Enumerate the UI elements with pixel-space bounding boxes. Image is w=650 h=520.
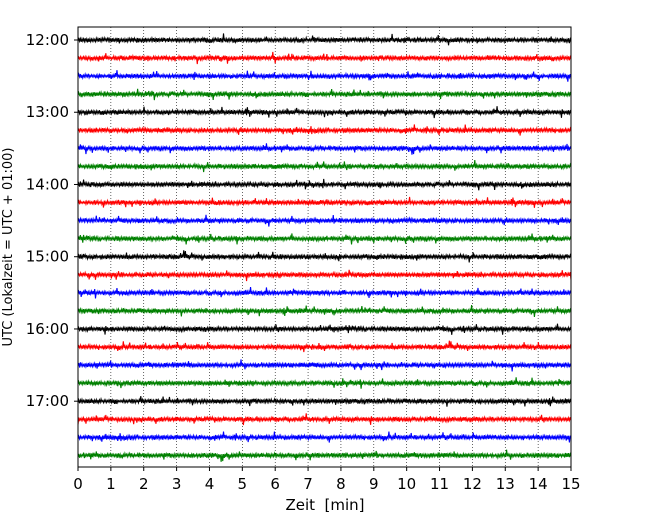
trace-1230 [77,70,572,82]
trace-1330 [77,143,572,155]
x-axis-label: Zeit [min] [285,496,364,514]
trace-1445 [77,233,572,245]
x-tick-label: 1 [106,475,116,493]
x-tick-label: 6 [270,475,280,493]
x-tick-label: 12 [463,475,482,493]
y-tick-label: 13:00 [26,103,69,121]
trace-1700 [77,396,572,407]
trace-1615 [77,340,572,353]
trace-1745 [77,449,572,462]
trace-1415 [77,196,572,208]
plot-frame [77,26,572,468]
x-tick-label: 9 [369,475,379,493]
x-tick-label: 13 [496,475,515,493]
trace-1530 [77,286,572,299]
trace-1400 [77,178,572,191]
x-tick-label: 8 [336,475,346,493]
trace-1715 [77,413,572,426]
x-tick-label: 15 [561,475,580,493]
x-tick-label: 11 [430,475,449,493]
y-axis-ticks: 12:00 13:00 14:00 15:00 16:00 17:00 [26,31,78,410]
trace-1300 [77,106,572,119]
x-tick-label: 2 [139,475,149,493]
trace-1430 [77,214,572,227]
x-tick-label: 14 [529,475,548,493]
trace-1730 [77,431,572,443]
x-tick-label: 7 [303,475,313,493]
trace-1600 [77,323,572,335]
trace-1200 [77,33,572,46]
trace-1645 [77,377,572,389]
x-tick-label: 0 [73,475,83,493]
x-tick-label: 10 [397,475,416,493]
trace-1215 [77,51,572,65]
y-axis-label: UTC (Lokalzeit = UTC + 01:00) [1,148,16,347]
trace-1515 [77,269,572,282]
trace-1500 [77,250,572,263]
trace-1545 [77,305,572,317]
x-axis-ticks: 0 1 2 3 4 5 6 7 8 9 10 11 12 13 14 15 [73,467,581,493]
y-tick-label: 14:00 [26,175,69,193]
grid-lines [110,27,539,467]
trace-1630 [77,359,572,372]
y-tick-label: 17:00 [26,392,69,410]
x-tick-label: 3 [172,475,182,493]
seismic-traces [77,33,572,462]
y-tick-label: 16:00 [26,320,69,338]
y-tick-label: 12:00 [26,31,69,49]
trace-1245 [77,88,572,101]
x-tick-label: 5 [238,475,248,493]
y-tick-label: 15:00 [26,248,69,266]
trace-1345 [77,160,572,173]
x-tick-label: 4 [205,475,215,493]
trace-1315 [77,124,572,136]
